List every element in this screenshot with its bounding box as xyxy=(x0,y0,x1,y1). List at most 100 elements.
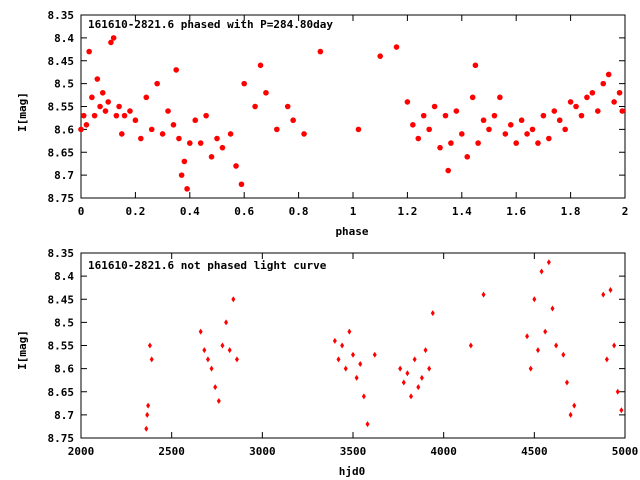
data-point xyxy=(83,122,90,128)
data-point xyxy=(600,80,607,87)
data-point xyxy=(149,356,154,363)
data-point xyxy=(442,112,449,119)
data-point xyxy=(486,126,492,133)
data-point xyxy=(332,337,337,344)
data-point xyxy=(176,135,182,142)
data-point xyxy=(564,379,569,386)
data-point xyxy=(551,108,558,114)
data-point xyxy=(97,103,103,110)
y-tick-label: 8.75 xyxy=(48,192,75,205)
unphased-plot-points xyxy=(144,259,624,432)
data-point xyxy=(143,94,150,101)
data-point xyxy=(589,89,596,96)
data-point xyxy=(608,287,613,293)
data-point xyxy=(529,126,536,133)
data-point xyxy=(219,144,226,151)
data-point xyxy=(147,342,152,349)
data-point xyxy=(372,351,377,358)
data-point xyxy=(615,388,620,395)
data-point xyxy=(148,126,155,133)
data-point xyxy=(469,94,476,101)
x-tick-label: 0 xyxy=(78,205,85,218)
phased-plot-frame xyxy=(80,14,626,199)
data-point xyxy=(480,117,487,124)
data-point xyxy=(423,347,428,354)
data-point xyxy=(132,117,139,124)
data-point xyxy=(113,112,120,119)
data-point xyxy=(89,94,95,101)
unphased-plot-title: 161610-2821.6 not phased light curve xyxy=(88,259,327,272)
data-point xyxy=(231,296,236,303)
data-point xyxy=(401,379,406,386)
phased-plot-ylabel: I[mag] xyxy=(16,92,29,132)
data-point xyxy=(415,135,422,142)
data-point xyxy=(233,163,239,169)
data-point xyxy=(532,296,537,303)
data-point xyxy=(178,172,185,178)
data-point xyxy=(159,131,166,137)
data-point xyxy=(507,122,514,128)
data-point xyxy=(192,117,199,124)
data-point xyxy=(398,365,403,372)
data-point xyxy=(619,108,626,114)
x-tick-label: 4000 xyxy=(430,445,457,458)
data-point xyxy=(605,71,612,78)
data-point xyxy=(604,356,609,363)
unphased-plot-xlabel: hjd0 xyxy=(339,465,366,478)
phased-plot-title: 161610-2821.6 phased with P=284.80day xyxy=(88,18,333,31)
data-point xyxy=(573,103,579,110)
y-tick-label: 8.4 xyxy=(54,270,74,283)
data-point xyxy=(619,407,624,414)
data-point xyxy=(578,112,585,119)
data-point xyxy=(110,35,117,41)
data-point xyxy=(78,126,84,133)
data-point xyxy=(567,99,574,105)
data-point xyxy=(556,117,563,124)
y-tick-label: 8.75 xyxy=(48,432,75,445)
y-tick-label: 8.6 xyxy=(54,123,74,136)
data-point xyxy=(431,103,438,110)
data-point xyxy=(412,356,417,363)
x-tick-label: 1.8 xyxy=(561,205,581,218)
data-point xyxy=(234,356,239,363)
data-point xyxy=(154,80,160,87)
x-tick-label: 3500 xyxy=(340,445,367,458)
unphased-plot-axes: 2000 2500 3000 3500 4000 4500 5000 8.35 8.4 8.45 8… xyxy=(48,247,639,458)
data-point xyxy=(224,319,229,326)
data-point xyxy=(102,108,109,114)
phased-plot-xlabel: phase xyxy=(335,225,368,238)
data-point xyxy=(502,131,509,137)
data-point xyxy=(543,328,548,335)
data-point xyxy=(170,122,177,128)
data-point xyxy=(263,89,269,96)
data-point xyxy=(426,126,432,133)
phased-plot-axes: 0 0.2 0.4 0.6 0.8 1 1.2 1.4 1.6 1.8 2 8.35 8.4 8.45 8.… xyxy=(48,9,629,218)
data-point xyxy=(290,117,296,124)
data-point xyxy=(448,140,454,146)
y-tick-label: 8.55 xyxy=(48,101,75,114)
data-point xyxy=(198,328,203,335)
data-point xyxy=(513,140,519,146)
y-tick-label: 8.65 xyxy=(48,386,75,399)
data-point xyxy=(409,393,414,400)
data-point xyxy=(550,305,555,312)
data-point xyxy=(572,402,577,409)
data-point xyxy=(535,140,541,146)
data-point xyxy=(340,342,345,349)
x-tick-label: 0.4 xyxy=(180,205,200,218)
data-point xyxy=(116,103,122,110)
data-point xyxy=(612,342,617,349)
data-point xyxy=(216,398,221,404)
data-point xyxy=(317,48,324,55)
data-point xyxy=(241,80,247,87)
data-point xyxy=(464,154,471,160)
x-tick-label: 1.6 xyxy=(506,205,526,218)
y-tick-label: 8.5 xyxy=(54,316,74,329)
data-point xyxy=(351,351,355,358)
data-point xyxy=(611,99,617,105)
data-point xyxy=(437,144,443,151)
data-point xyxy=(146,402,151,409)
data-point xyxy=(405,370,410,377)
data-point xyxy=(105,99,111,105)
